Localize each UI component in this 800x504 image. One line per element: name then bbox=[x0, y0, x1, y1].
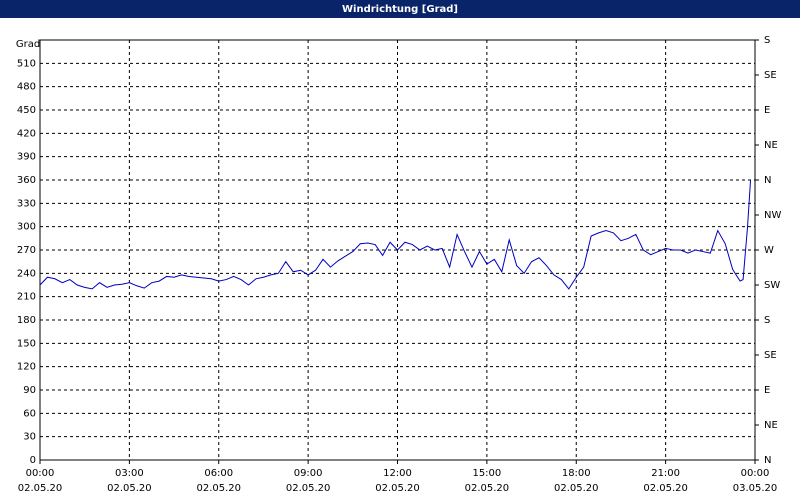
y-tick-label: 270 bbox=[17, 245, 36, 256]
title-bar bbox=[0, 0, 800, 18]
x-tick-label: 21:00 bbox=[651, 468, 680, 479]
x-tick-label: 09:00 bbox=[294, 468, 323, 479]
window-title: Windrichtung [Grad] bbox=[342, 4, 458, 15]
x-tick-date: 02.05.20 bbox=[107, 483, 152, 494]
x-tick-date: 02.05.20 bbox=[18, 483, 63, 494]
x-tick-date: 03.05.20 bbox=[733, 483, 778, 494]
y-tick-label: 210 bbox=[17, 292, 36, 303]
y-tick-label: 390 bbox=[17, 152, 36, 163]
y-tick-label: 450 bbox=[17, 105, 36, 116]
y-tick-label: 60 bbox=[23, 408, 36, 419]
y2-tick-label: N bbox=[764, 455, 771, 466]
x-tick-date: 02.05.20 bbox=[196, 483, 241, 494]
y2-tick-label: S bbox=[764, 35, 770, 46]
y-tick-label: 30 bbox=[23, 432, 36, 443]
y2-tick-label: NE bbox=[764, 140, 778, 151]
y-tick-label: 480 bbox=[17, 82, 36, 93]
data-line bbox=[39, 179, 752, 290]
x-tick-date: 02.05.20 bbox=[375, 483, 420, 494]
x-tick-label: 00:00 bbox=[26, 468, 55, 479]
x-tick-date: 02.05.20 bbox=[643, 483, 688, 494]
x-tick-label: 00:00 bbox=[741, 468, 770, 479]
y-tick-label: 90 bbox=[23, 385, 36, 396]
x-tick-label: 06:00 bbox=[204, 468, 233, 479]
x-tick-label: 18:00 bbox=[562, 468, 591, 479]
y-tick-label: 420 bbox=[17, 128, 36, 139]
x-tick-label: 12:00 bbox=[383, 468, 412, 479]
y-tick-label: 150 bbox=[17, 338, 36, 349]
y2-tick-label: SW bbox=[764, 280, 780, 291]
y2-tick-label: E bbox=[764, 105, 770, 116]
y-tick-label: 360 bbox=[17, 175, 36, 186]
x-tick-label: 15:00 bbox=[472, 468, 501, 479]
plot-border bbox=[39, 39, 756, 461]
y-tick-label: 180 bbox=[17, 315, 36, 326]
x-tick-date: 02.05.20 bbox=[554, 483, 599, 494]
y-axis-label: Grad bbox=[16, 39, 40, 50]
y-tick-label: 330 bbox=[17, 198, 36, 209]
y2-tick-label: N bbox=[764, 175, 771, 186]
y-tick-label: 0 bbox=[30, 455, 36, 466]
x-tick-date: 02.05.20 bbox=[286, 483, 331, 494]
y-tick-label: 510 bbox=[17, 58, 36, 69]
y-tick-label: 240 bbox=[17, 268, 36, 279]
x-tick-label: 03:00 bbox=[115, 468, 144, 479]
x-tick-date: 02.05.20 bbox=[465, 483, 510, 494]
y-tick-label: 300 bbox=[17, 222, 36, 233]
y2-tick-label: NW bbox=[764, 210, 781, 221]
y2-tick-label: SE bbox=[764, 350, 777, 361]
y-tick-label: 120 bbox=[17, 362, 36, 373]
y2-tick-label: SE bbox=[764, 70, 777, 81]
y2-tick-label: S bbox=[764, 315, 770, 326]
y2-tick-label: W bbox=[764, 245, 774, 256]
y2-tick-label: NE bbox=[764, 420, 778, 431]
y2-tick-label: E bbox=[764, 385, 770, 396]
